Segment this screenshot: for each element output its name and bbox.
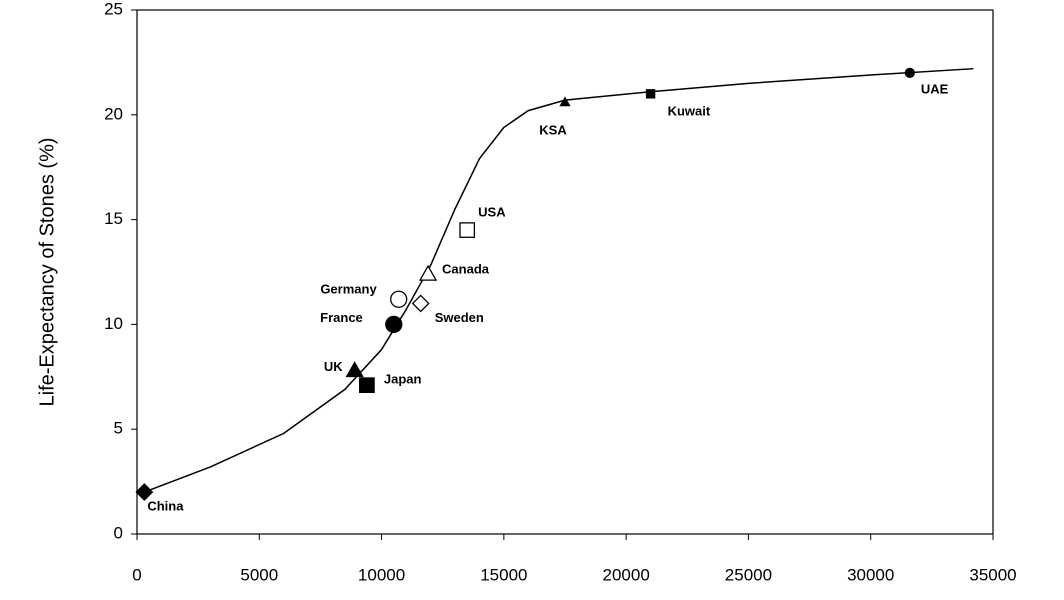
point bbox=[418, 264, 438, 281]
point bbox=[385, 315, 403, 334]
point-label: KSA bbox=[539, 123, 567, 138]
point bbox=[645, 89, 656, 99]
point bbox=[359, 377, 375, 394]
x-tick-label: 35000 bbox=[969, 565, 1016, 584]
fit-curve bbox=[144, 67, 974, 493]
point-label: UAE bbox=[921, 81, 949, 96]
point-label: China bbox=[147, 499, 184, 514]
point bbox=[135, 483, 154, 501]
point bbox=[390, 290, 408, 308]
point bbox=[559, 96, 571, 107]
point-label: Kuwait bbox=[668, 103, 711, 118]
y-tick-label: 10 bbox=[104, 314, 123, 333]
point-label: Germany bbox=[320, 282, 377, 297]
x-tick-label: 15000 bbox=[480, 565, 527, 584]
point-label: Canada bbox=[442, 262, 490, 277]
point-label: France bbox=[320, 310, 363, 325]
y-tick-label: 0 bbox=[114, 523, 123, 542]
point bbox=[904, 67, 915, 79]
x-tick-label: 20000 bbox=[603, 565, 650, 584]
point bbox=[459, 222, 476, 238]
y-tick-label: 15 bbox=[104, 209, 123, 228]
x-tick-label: 25000 bbox=[725, 565, 772, 584]
y-tick-label: 25 bbox=[104, 0, 123, 18]
x-tick-label: 5000 bbox=[240, 565, 278, 584]
point bbox=[411, 294, 430, 313]
point-label: Sweden bbox=[435, 310, 484, 325]
point-label: USA bbox=[478, 205, 506, 220]
plot-frame bbox=[136, 9, 994, 535]
y-axis-label: Life-Expectancy of Stones (%) bbox=[36, 137, 58, 406]
x-tick-label: 10000 bbox=[358, 565, 405, 584]
point-label: UK bbox=[324, 359, 343, 374]
y-tick-label: 5 bbox=[114, 419, 123, 438]
point bbox=[345, 361, 364, 378]
x-tick-label: 0 bbox=[132, 565, 141, 584]
x-tick-label: 30000 bbox=[847, 565, 894, 584]
y-tick-label: 20 bbox=[104, 104, 123, 123]
point-label: Japan bbox=[384, 372, 422, 387]
